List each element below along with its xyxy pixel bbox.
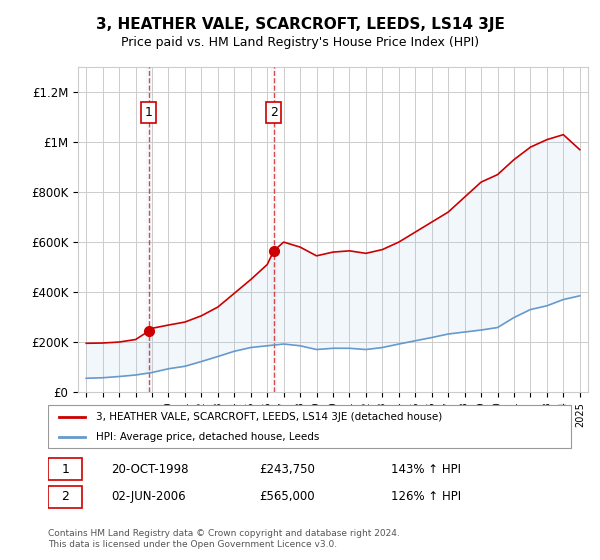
FancyBboxPatch shape bbox=[48, 405, 571, 449]
Text: 2: 2 bbox=[61, 491, 70, 503]
Text: £565,000: £565,000 bbox=[259, 491, 315, 503]
Text: 02-JUN-2006: 02-JUN-2006 bbox=[112, 491, 186, 503]
Bar bbox=[271, 67, 276, 392]
Text: Contains HM Land Registry data © Crown copyright and database right 2024.
This d: Contains HM Land Registry data © Crown c… bbox=[48, 529, 400, 549]
Text: HPI: Average price, detached house, Leeds: HPI: Average price, detached house, Leed… bbox=[95, 432, 319, 442]
Text: 1: 1 bbox=[145, 106, 152, 119]
Text: 3, HEATHER VALE, SCARCROFT, LEEDS, LS14 3JE: 3, HEATHER VALE, SCARCROFT, LEEDS, LS14 … bbox=[95, 17, 505, 32]
FancyBboxPatch shape bbox=[48, 458, 82, 480]
Text: 126% ↑ HPI: 126% ↑ HPI bbox=[391, 491, 461, 503]
Bar bbox=[146, 67, 151, 392]
Text: 3, HEATHER VALE, SCARCROFT, LEEDS, LS14 3JE (detached house): 3, HEATHER VALE, SCARCROFT, LEEDS, LS14 … bbox=[95, 412, 442, 422]
Text: 143% ↑ HPI: 143% ↑ HPI bbox=[391, 463, 461, 475]
FancyBboxPatch shape bbox=[48, 486, 82, 508]
Text: 20-OCT-1998: 20-OCT-1998 bbox=[112, 463, 189, 475]
Text: £243,750: £243,750 bbox=[259, 463, 315, 475]
Text: 1: 1 bbox=[61, 463, 70, 475]
Text: Price paid vs. HM Land Registry's House Price Index (HPI): Price paid vs. HM Land Registry's House … bbox=[121, 36, 479, 49]
Text: 2: 2 bbox=[270, 106, 278, 119]
